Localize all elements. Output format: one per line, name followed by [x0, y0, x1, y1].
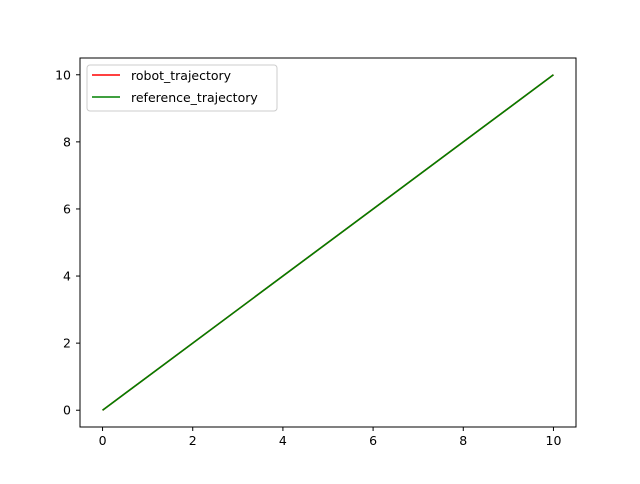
y-tick-label: 4 [63, 269, 71, 284]
legend-label-reference-trajectory: reference_trajectory [131, 90, 258, 105]
legend-box [86, 64, 278, 112]
series-layer [102, 74, 554, 411]
x-tick-label: 0 [99, 433, 107, 448]
x-tick-label: 10 [546, 433, 562, 448]
axes-layer: 0 2 4 6 8 10 0 2 4 6 8 10 [55, 67, 561, 448]
legend: robot_trajectory reference_trajectory [86, 64, 278, 112]
y-tick-label: 2 [63, 336, 71, 351]
y-tick-label: 6 [63, 201, 71, 216]
legend-label-robot-trajectory: robot_trajectory [131, 68, 232, 83]
y-tick-label: 0 [63, 403, 71, 418]
x-tick-label: 6 [369, 433, 377, 448]
y-tick-label: 8 [63, 134, 71, 149]
x-tick-label: 4 [279, 433, 287, 448]
series-line-reference-trajectory [102, 74, 554, 411]
y-tick-label: 10 [55, 67, 71, 82]
plot-area-frame [79, 57, 577, 428]
x-tick-label: 8 [459, 433, 467, 448]
x-tick-label: 2 [189, 433, 197, 448]
